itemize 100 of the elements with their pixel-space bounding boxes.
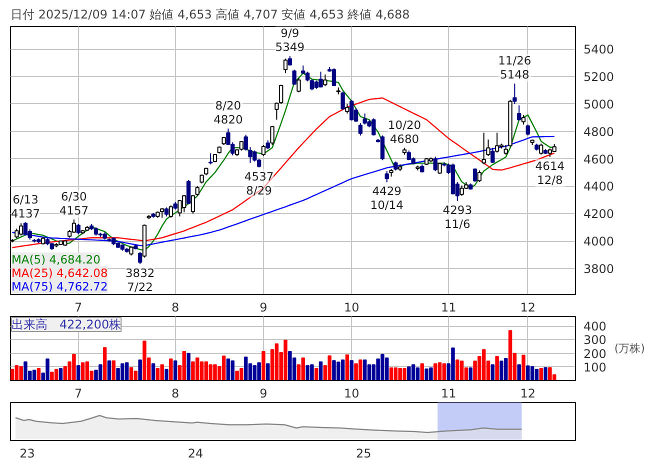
candlestick (18, 222, 24, 236)
candlestick (350, 99, 354, 121)
bar (328, 355, 332, 380)
bar (318, 361, 323, 380)
x-tick-label: 7 (74, 386, 82, 400)
candlestick (190, 194, 196, 214)
bar (124, 362, 129, 380)
annotation: 11/26 5148 (498, 54, 532, 82)
x-tick-label: 12 (520, 300, 536, 314)
bar (340, 359, 345, 380)
series-label: MA(5) 4,684.20 (12, 252, 100, 266)
candlestick (380, 134, 385, 161)
candlestick (248, 146, 252, 164)
bar (50, 372, 54, 380)
x-tick-label: 9 (260, 386, 268, 400)
candlestick (168, 204, 174, 218)
bar (164, 368, 168, 380)
y-tick-label: 200 (584, 346, 606, 361)
bar (394, 367, 398, 380)
bar (160, 364, 164, 380)
x-tick-label: 10 (344, 386, 360, 400)
x-tick-label: 23 (20, 446, 35, 460)
bar (407, 366, 411, 380)
candlestick (517, 104, 522, 121)
bar (416, 367, 420, 380)
candlestick (23, 222, 28, 236)
y-tick-label: 4800 (584, 124, 614, 139)
bar (134, 370, 138, 380)
bar (526, 365, 530, 380)
candlestick (521, 114, 526, 126)
bar (468, 367, 472, 380)
bar (226, 358, 230, 380)
bar (102, 347, 107, 380)
annotation: 6/13 4137 (10, 192, 40, 220)
bar (456, 359, 460, 380)
bar (544, 367, 548, 380)
bar (58, 368, 63, 380)
bar (495, 356, 499, 380)
bar (252, 365, 257, 380)
bar (173, 360, 178, 380)
bar (54, 368, 58, 380)
annotation: 4293 11/6 (442, 202, 472, 231)
y-tick-label: 100 (584, 360, 606, 374)
candlestick (433, 156, 438, 172)
candlestick (208, 152, 213, 165)
candlestick (292, 69, 296, 86)
annotation: 4537 8/29 (244, 169, 274, 198)
annotation: 4614 12/8 (535, 158, 565, 187)
y-axis-title: (万株) (614, 342, 645, 355)
bar (530, 366, 534, 380)
candlestick (340, 91, 345, 111)
x-tick-label: 10 (344, 300, 360, 314)
y-tick-label: 5400 (584, 42, 614, 57)
candlestick (244, 134, 248, 152)
candlestick (345, 103, 350, 114)
bar (222, 356, 226, 380)
candlestick (526, 124, 530, 136)
x-tick-label: 8 (172, 300, 180, 314)
bar (362, 359, 367, 380)
y-tick-label: 4400 (584, 180, 614, 194)
annotation: 9/9 5349 (275, 26, 305, 54)
bar (191, 361, 195, 380)
chart-title: 日付 2025/12/09 14:07 始値 4,653 高値 4,707 安値 4,653 終値 4,688 (10, 8, 410, 22)
annotation: 8/20 4820 (214, 98, 243, 127)
bar (19, 366, 23, 380)
candlestick (472, 168, 478, 183)
bar (266, 363, 270, 380)
candlestick (76, 223, 80, 235)
bar (500, 360, 504, 380)
annotation: 3832 7/22 (125, 266, 155, 294)
bar (32, 370, 36, 380)
bar (389, 367, 394, 380)
candlestick (539, 143, 544, 156)
x-tick-label: 7 (74, 300, 82, 314)
bar (522, 354, 526, 380)
bar (301, 358, 306, 380)
bar (288, 350, 292, 380)
candlestick (283, 58, 288, 74)
annotation: 4429 10/14 (370, 184, 404, 212)
candlestick (318, 71, 323, 88)
bar (186, 352, 190, 380)
bar (85, 361, 90, 380)
candlestick (270, 125, 274, 146)
bar (107, 360, 112, 380)
annotation: 6/30 4157 (59, 190, 89, 218)
bar (257, 362, 261, 380)
candlestick (332, 68, 336, 87)
bar (345, 354, 350, 380)
bar (151, 363, 156, 380)
bar (442, 363, 446, 380)
y-tick-label: 4200 (584, 207, 614, 222)
bar (138, 359, 142, 380)
bar (129, 367, 134, 380)
bar (244, 356, 248, 380)
x-tick-label: 9 (260, 300, 268, 314)
candlestick (296, 77, 301, 93)
bar (350, 360, 354, 380)
candlestick (358, 122, 363, 136)
x-tick-label: 8 (172, 386, 180, 400)
bar (517, 364, 521, 380)
